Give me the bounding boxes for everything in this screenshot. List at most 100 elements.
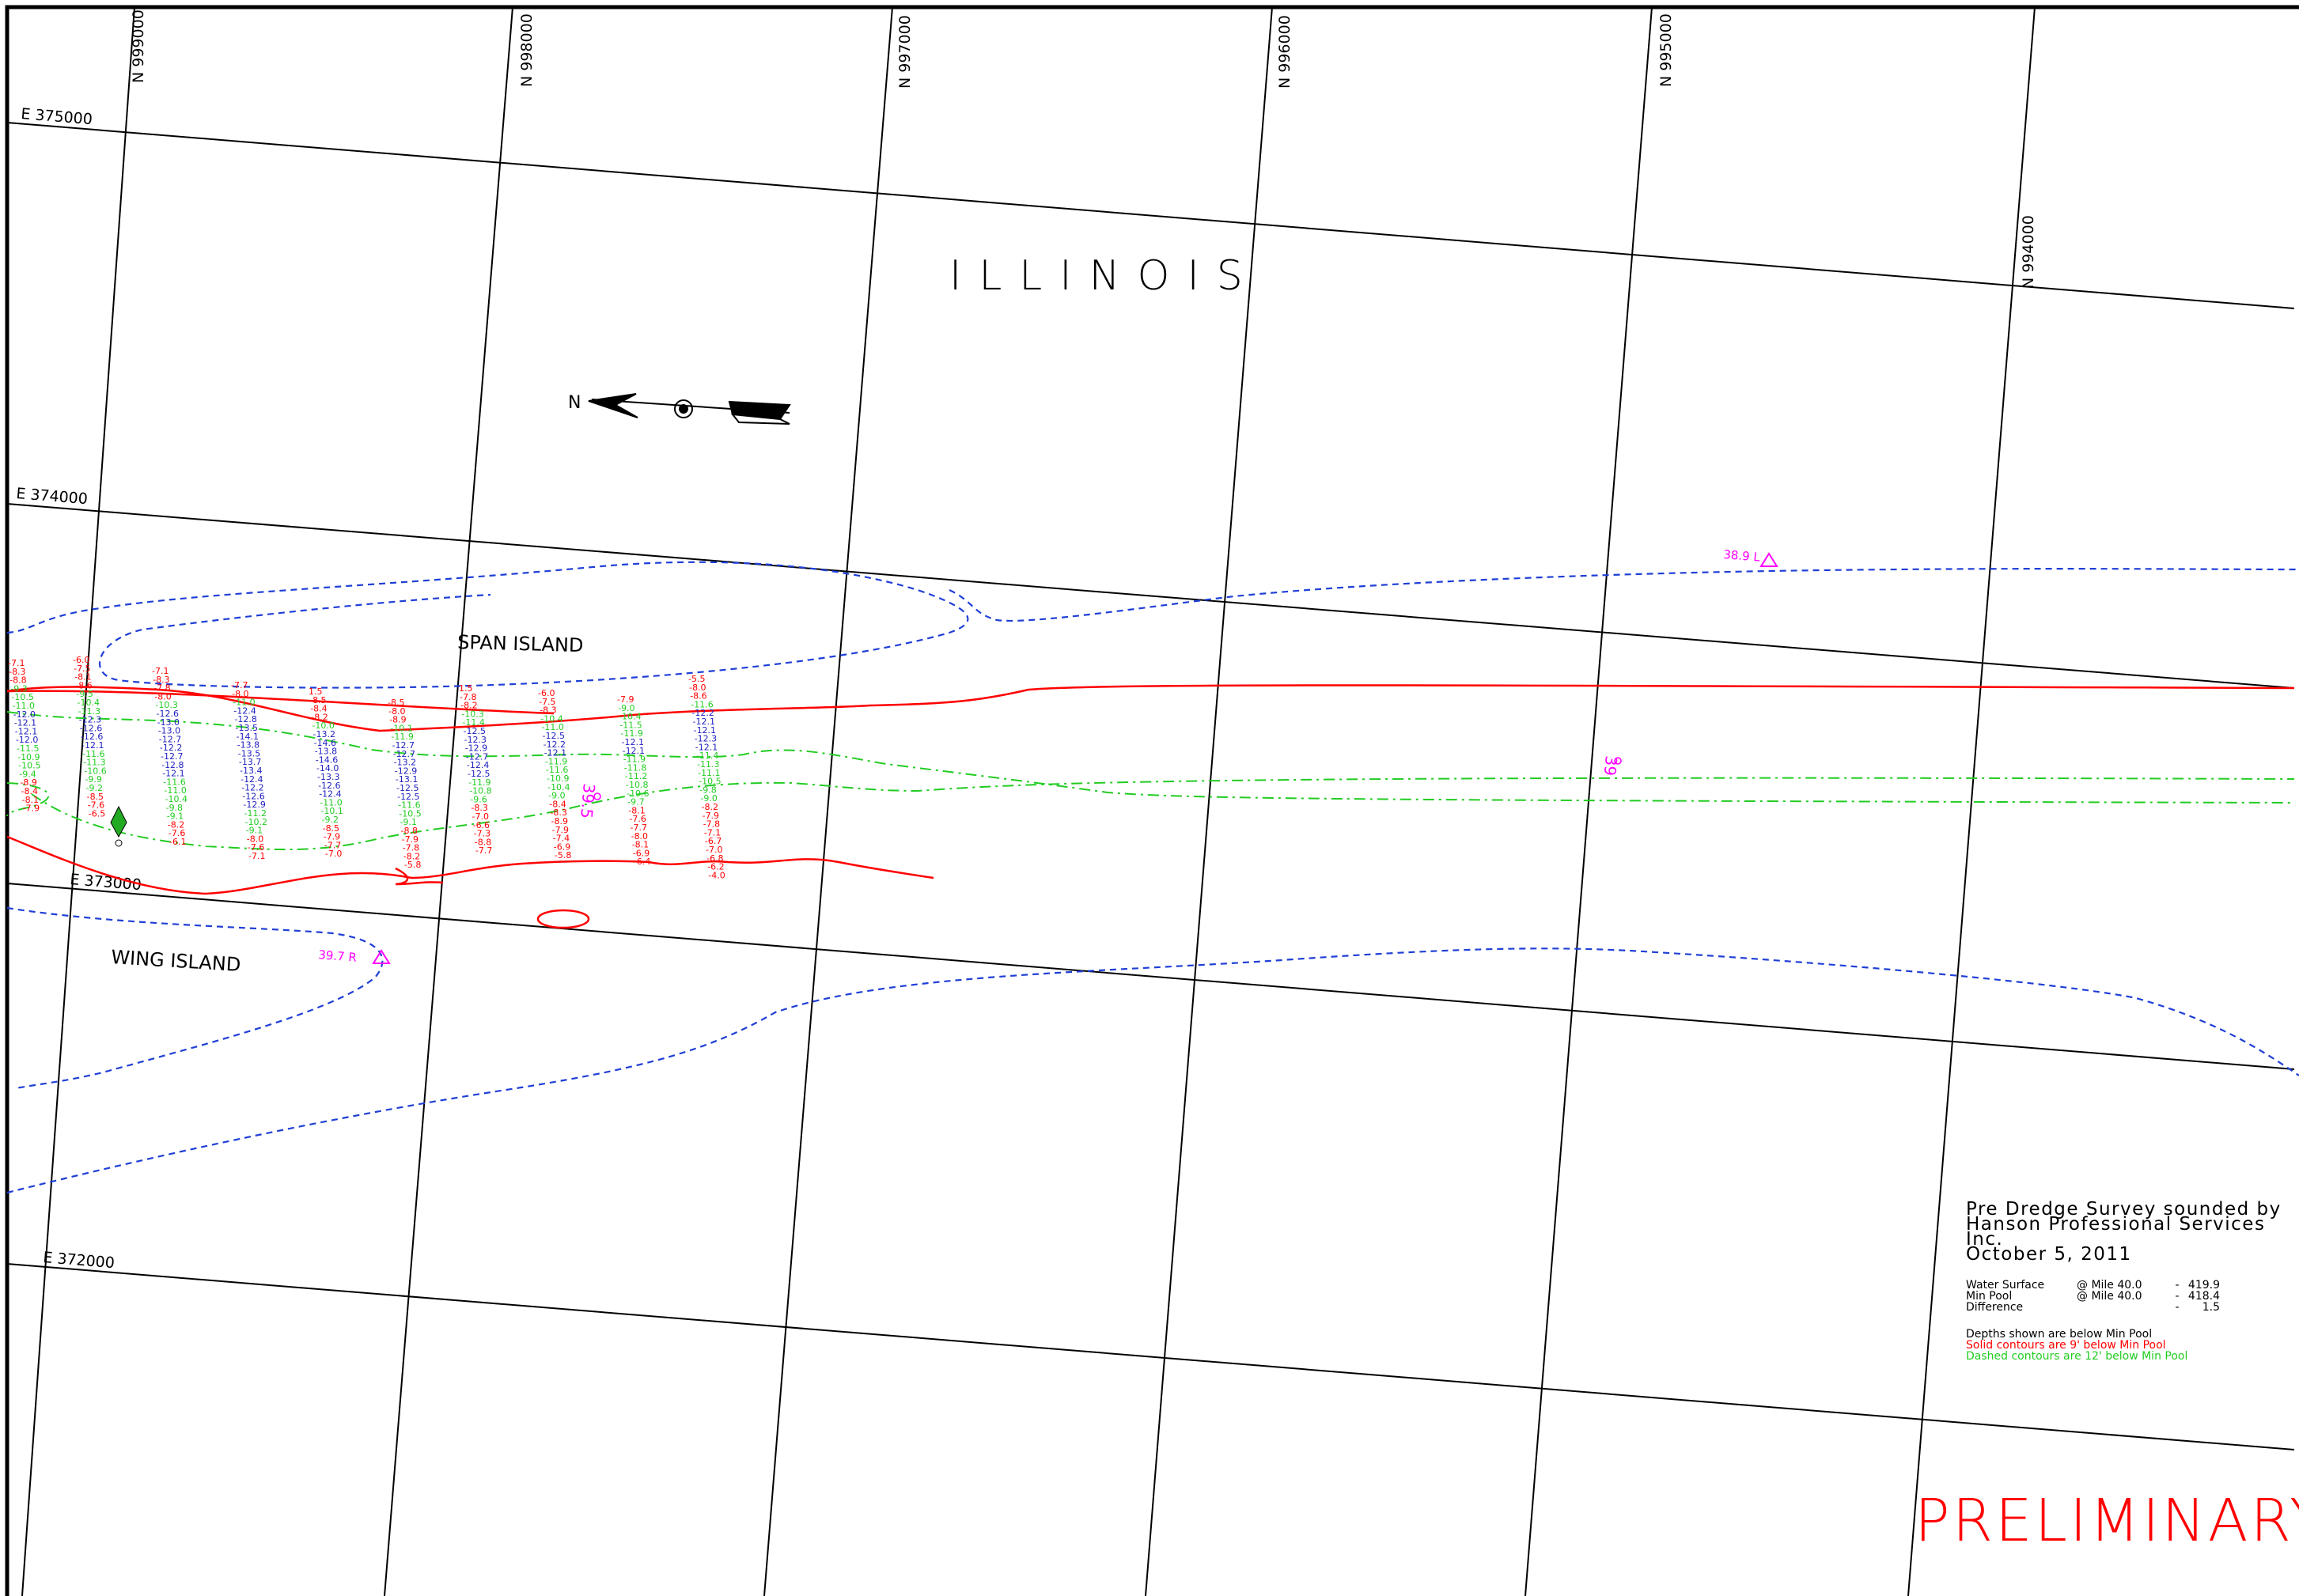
grid-label-n994000: N 994000 <box>2020 215 2037 289</box>
contour-legend: Depths shown are below Min Pool Solid co… <box>1966 1329 2299 1362</box>
sounding-value: -8.9 <box>389 715 406 725</box>
water-level-table: Water Surface @ Mile 40.0 - 419.9 Min Po… <box>1966 1280 2299 1313</box>
sounding-value: -14.1 <box>237 732 259 742</box>
grid-line-n995000 <box>1524 6 1653 1596</box>
sounding-value: -12.1 <box>15 726 37 736</box>
sounding-value: 1.5 <box>459 683 473 694</box>
sounding-value: -7.1 <box>152 666 169 676</box>
sounding-value: -12.9 <box>465 743 487 754</box>
sounding-value: -12.4 <box>241 774 263 785</box>
sounding-value: -12.6 <box>318 781 340 791</box>
sounding-value: -6.5 <box>89 808 105 819</box>
sounding-value: -12.6 <box>81 732 103 742</box>
sounding-value: -12.7 <box>393 749 415 759</box>
compass-rose-icon <box>674 399 693 418</box>
sounding-value: -12.6 <box>157 709 179 719</box>
sounding-value: -14.6 <box>314 738 336 748</box>
sounding-value: -11.9 <box>545 756 567 766</box>
sounding-value: -10.3 <box>155 700 177 710</box>
sounding-value: -12.2 <box>544 739 566 750</box>
sounding-value: -12.1 <box>694 725 716 736</box>
sounding-value: -7.8 <box>403 843 419 853</box>
sounding-value: -12.1 <box>693 717 715 727</box>
grid-line-e374000 <box>6 503 2295 689</box>
survey-notes: Pre Dredge Survey sounded by Hanson Prof… <box>1966 1201 2299 1363</box>
sounding-value: -8.3 <box>540 705 556 716</box>
sounding-value: -9.0 <box>548 791 565 801</box>
solid-contour-pocket <box>536 909 590 929</box>
sounding-value: -8.8 <box>475 837 491 847</box>
grid-line-n994000 <box>1907 6 2036 1596</box>
solid-contour-wiggle <box>395 867 444 886</box>
span-island-label: SPAN ISLAND <box>457 631 584 656</box>
sounding-value: -12.1 <box>544 748 566 758</box>
sounding-value: -7.1 <box>248 851 265 861</box>
sounding-value: -10.1 <box>390 723 412 733</box>
sounding-value: -13.5 <box>236 723 258 733</box>
grid-label-e374000: E 374000 <box>16 485 89 508</box>
sounding-value: -13.2 <box>394 758 416 768</box>
sounding-value: -12.7 <box>466 751 488 762</box>
legend-solid-contours: Solid contours are 9' below Min Pool <box>1966 1339 2166 1352</box>
sounding-value: -10.5 <box>18 761 40 771</box>
navigation-triangle-icon-right <box>372 949 391 964</box>
sounding-value: -12.6 <box>242 791 264 801</box>
sounding-value: -11.0 <box>13 701 35 711</box>
sounding-value: -10.3 <box>461 709 483 719</box>
sounding-value: -10.4 <box>547 782 570 792</box>
sounding-value: -10.9 <box>547 773 569 784</box>
grid-label-n995000: N 995000 <box>1657 13 1675 87</box>
sounding-value: -8.4 <box>21 786 38 796</box>
notes-line-2: Hanson Professional Services Inc. <box>1966 1214 2266 1250</box>
sounding-value: -11.1 <box>698 768 720 778</box>
grid-line-n996000 <box>1145 6 1273 1596</box>
grid-label-n996000: N 996000 <box>1276 15 1293 89</box>
sounding-value: -10.0 <box>312 720 334 731</box>
sounding-value: -9.4 <box>19 769 36 779</box>
sounding-value: -12.5 <box>543 731 565 741</box>
sounding-value: -11.9 <box>620 728 642 739</box>
sounding-value: -8.8 <box>401 826 418 836</box>
dashed-contour-north <box>6 711 2295 804</box>
sounding-value: -8.2 <box>403 851 420 861</box>
river-bank-north <box>949 568 2299 622</box>
sounding-value: -7.7 <box>631 823 647 833</box>
sounding-value: -8.6 <box>75 680 92 690</box>
sounding-value: -7.9 <box>324 832 340 842</box>
sounding-value: -8.0 <box>388 706 405 717</box>
notes-line-3: October 5, 2011 <box>1966 1244 2132 1265</box>
sounding-value: -6.7 <box>705 836 722 846</box>
wing-island-shoreline <box>6 906 384 1090</box>
sounding-value: -14.0 <box>316 763 339 773</box>
sounding-value: -11.0 <box>164 785 186 796</box>
dashed-contours <box>6 711 2295 851</box>
sounding-value: -7.8 <box>460 692 476 702</box>
grid-line-e375000 <box>6 122 2295 309</box>
sounding-value: -9.3 <box>10 683 27 694</box>
sounding-value: -9.9 <box>85 774 101 785</box>
sounding-value: -8.1 <box>632 840 649 850</box>
navigation-triangle-icon <box>1759 552 1778 567</box>
sounding-value: -13.3 <box>317 772 339 782</box>
sounding-value: -12.5 <box>464 726 486 736</box>
sounding-value: -13.8 <box>237 740 259 751</box>
sounding-value: -7.6 <box>248 842 264 853</box>
sounding-value: -13.1 <box>396 774 418 785</box>
solid-contour-south <box>6 835 934 895</box>
legend-depths: Depths shown are below Min Pool <box>1966 1328 2153 1341</box>
grid-label-n998000: N 998000 <box>518 13 536 87</box>
row-where: @ Mile 40.0 <box>2077 1290 2142 1303</box>
row-sep: - <box>2175 1301 2180 1314</box>
sounding-value: -8.3 <box>9 667 25 677</box>
sounding-value: -12.3 <box>464 735 487 745</box>
sounding-value: -12.3 <box>79 715 101 725</box>
sounding-value: -7.8 <box>153 683 170 694</box>
sounding-value: -12.4 <box>233 705 256 716</box>
sounding-value: -11.3 <box>83 758 105 768</box>
north-arrow-letter: N <box>568 393 581 413</box>
sounding-value: -7.9 <box>552 825 569 835</box>
north-arrow: N <box>568 393 791 425</box>
sounding-value: -11.9 <box>623 755 646 765</box>
sounding-value: -7.9 <box>703 811 719 821</box>
